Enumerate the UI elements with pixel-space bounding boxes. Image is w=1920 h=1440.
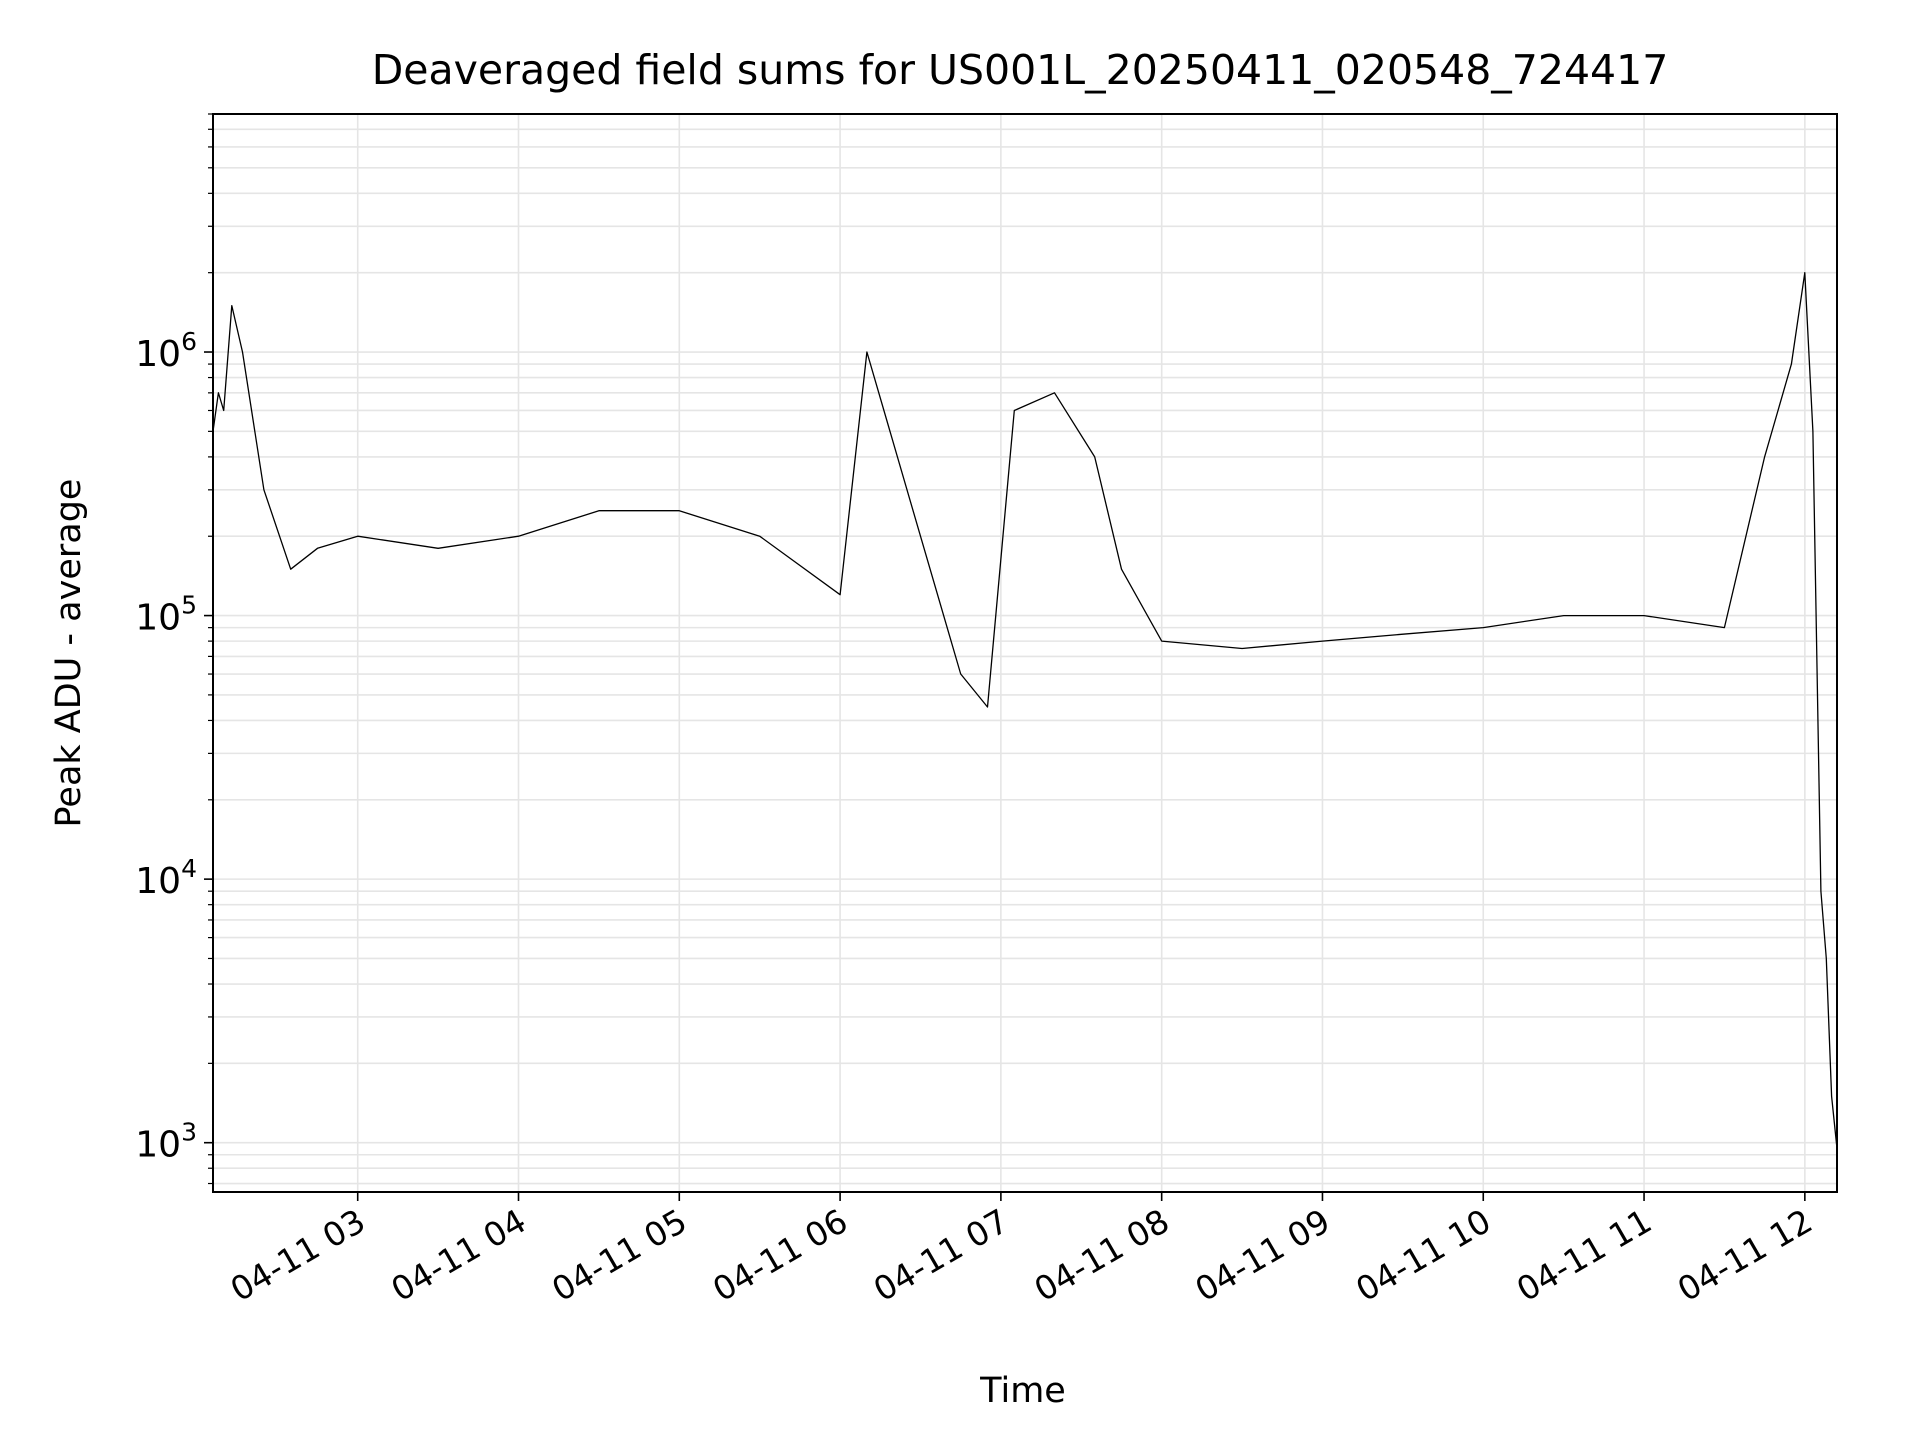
y-tick-label: 105 xyxy=(135,591,197,639)
y-axis-label: Peak ADU - average xyxy=(49,479,89,828)
y-tick-label: 104 xyxy=(135,854,197,902)
y-tick-label: 106 xyxy=(135,327,197,375)
plot-area-frame xyxy=(212,113,1838,1193)
grid xyxy=(213,113,1837,1192)
y-tick-label: 103 xyxy=(135,1118,197,1166)
chart-title: Deaveraged field sums for US001L_2025041… xyxy=(372,46,1669,94)
series-line xyxy=(213,272,1837,1149)
y-axis: 103 104 105 106 xyxy=(135,113,213,1185)
x-axis-label: Time xyxy=(979,1371,1066,1411)
